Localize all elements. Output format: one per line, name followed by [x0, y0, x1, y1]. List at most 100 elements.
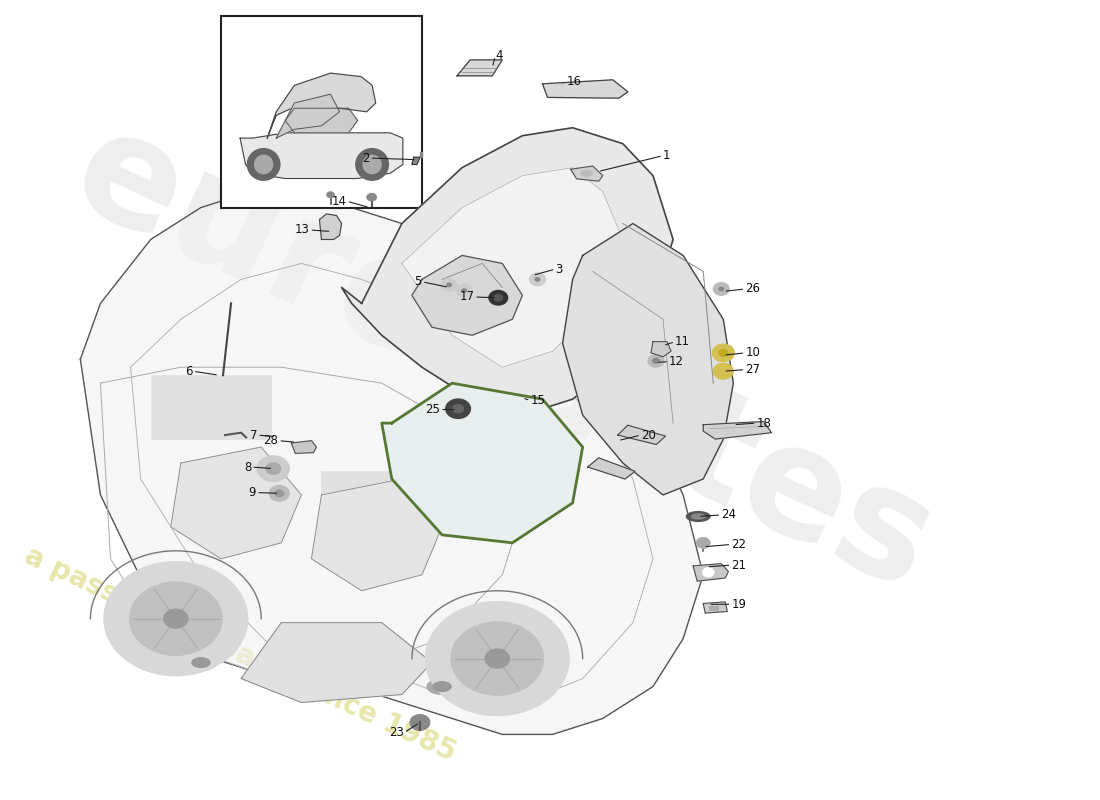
Text: a passion for parts since 1985: a passion for parts since 1985 — [20, 542, 461, 767]
Ellipse shape — [191, 658, 210, 667]
Text: 12: 12 — [669, 355, 684, 368]
Circle shape — [461, 288, 468, 293]
Text: 1: 1 — [663, 149, 671, 162]
Polygon shape — [651, 342, 671, 357]
Circle shape — [270, 486, 289, 502]
Polygon shape — [319, 214, 342, 239]
Circle shape — [718, 286, 724, 291]
Circle shape — [456, 284, 472, 297]
Circle shape — [488, 290, 508, 306]
Circle shape — [713, 363, 734, 379]
Circle shape — [446, 398, 471, 419]
Polygon shape — [458, 60, 503, 76]
Ellipse shape — [254, 155, 273, 174]
Circle shape — [441, 278, 458, 291]
Bar — [151, 375, 272, 439]
Polygon shape — [571, 166, 603, 182]
Polygon shape — [80, 191, 703, 734]
Circle shape — [702, 567, 714, 577]
Bar — [710, 606, 719, 611]
Text: 6: 6 — [186, 365, 192, 378]
Text: 5: 5 — [415, 275, 422, 288]
Circle shape — [446, 282, 452, 287]
Text: 8: 8 — [244, 461, 251, 474]
Polygon shape — [562, 223, 734, 495]
Circle shape — [652, 358, 660, 364]
Polygon shape — [542, 80, 628, 98]
Circle shape — [425, 601, 570, 716]
Ellipse shape — [355, 149, 388, 180]
Circle shape — [648, 354, 664, 367]
Text: 24: 24 — [722, 509, 736, 522]
Text: 15: 15 — [530, 394, 546, 407]
Circle shape — [366, 193, 376, 201]
Polygon shape — [703, 602, 727, 613]
Polygon shape — [618, 425, 666, 445]
Polygon shape — [411, 255, 522, 335]
Ellipse shape — [363, 155, 381, 174]
Polygon shape — [402, 168, 623, 367]
Circle shape — [713, 344, 735, 362]
Ellipse shape — [581, 170, 593, 177]
Polygon shape — [703, 422, 771, 439]
Text: 7: 7 — [250, 429, 257, 442]
Circle shape — [257, 456, 289, 482]
Polygon shape — [170, 447, 301, 559]
Circle shape — [265, 462, 282, 475]
Text: 23: 23 — [389, 726, 404, 739]
Circle shape — [327, 191, 334, 198]
Polygon shape — [285, 108, 358, 133]
Circle shape — [274, 490, 284, 498]
Text: 22: 22 — [732, 538, 747, 551]
Ellipse shape — [691, 514, 706, 520]
Ellipse shape — [186, 654, 216, 670]
Text: 2: 2 — [362, 151, 370, 165]
Circle shape — [484, 649, 510, 669]
Circle shape — [410, 714, 430, 730]
Ellipse shape — [248, 149, 279, 180]
Polygon shape — [241, 622, 432, 702]
Text: 25: 25 — [425, 403, 440, 416]
Polygon shape — [276, 94, 340, 138]
Text: 3: 3 — [556, 262, 563, 275]
Text: 26: 26 — [746, 282, 760, 295]
Bar — [221, 16, 422, 207]
Text: 20: 20 — [641, 429, 656, 442]
Text: 9: 9 — [249, 486, 256, 499]
Polygon shape — [342, 128, 673, 415]
Text: eurocartes: eurocartes — [51, 95, 956, 623]
Polygon shape — [587, 458, 635, 479]
Circle shape — [493, 294, 504, 302]
Text: 17: 17 — [459, 290, 474, 303]
Polygon shape — [267, 73, 376, 138]
Circle shape — [529, 273, 546, 286]
Polygon shape — [420, 152, 422, 158]
Circle shape — [718, 349, 728, 357]
Circle shape — [452, 404, 464, 414]
Text: 10: 10 — [746, 346, 760, 359]
Circle shape — [129, 582, 223, 656]
Text: 19: 19 — [732, 598, 747, 611]
Polygon shape — [292, 441, 317, 454]
Bar — [321, 471, 422, 519]
Circle shape — [103, 561, 249, 676]
Text: 27: 27 — [746, 363, 760, 376]
Polygon shape — [311, 479, 442, 590]
Text: 18: 18 — [757, 417, 771, 430]
Polygon shape — [411, 158, 420, 165]
Text: 28: 28 — [263, 434, 278, 447]
Text: 14: 14 — [331, 194, 346, 208]
Text: 21: 21 — [732, 558, 747, 572]
Polygon shape — [382, 383, 583, 543]
Ellipse shape — [685, 511, 711, 522]
Text: 11: 11 — [675, 335, 690, 348]
Circle shape — [163, 609, 188, 629]
Ellipse shape — [427, 678, 458, 694]
Text: 4: 4 — [495, 50, 503, 62]
Text: 13: 13 — [295, 223, 309, 237]
Polygon shape — [240, 133, 403, 178]
Circle shape — [535, 277, 540, 282]
Text: 16: 16 — [566, 75, 582, 88]
Polygon shape — [693, 563, 728, 581]
Circle shape — [450, 622, 544, 696]
